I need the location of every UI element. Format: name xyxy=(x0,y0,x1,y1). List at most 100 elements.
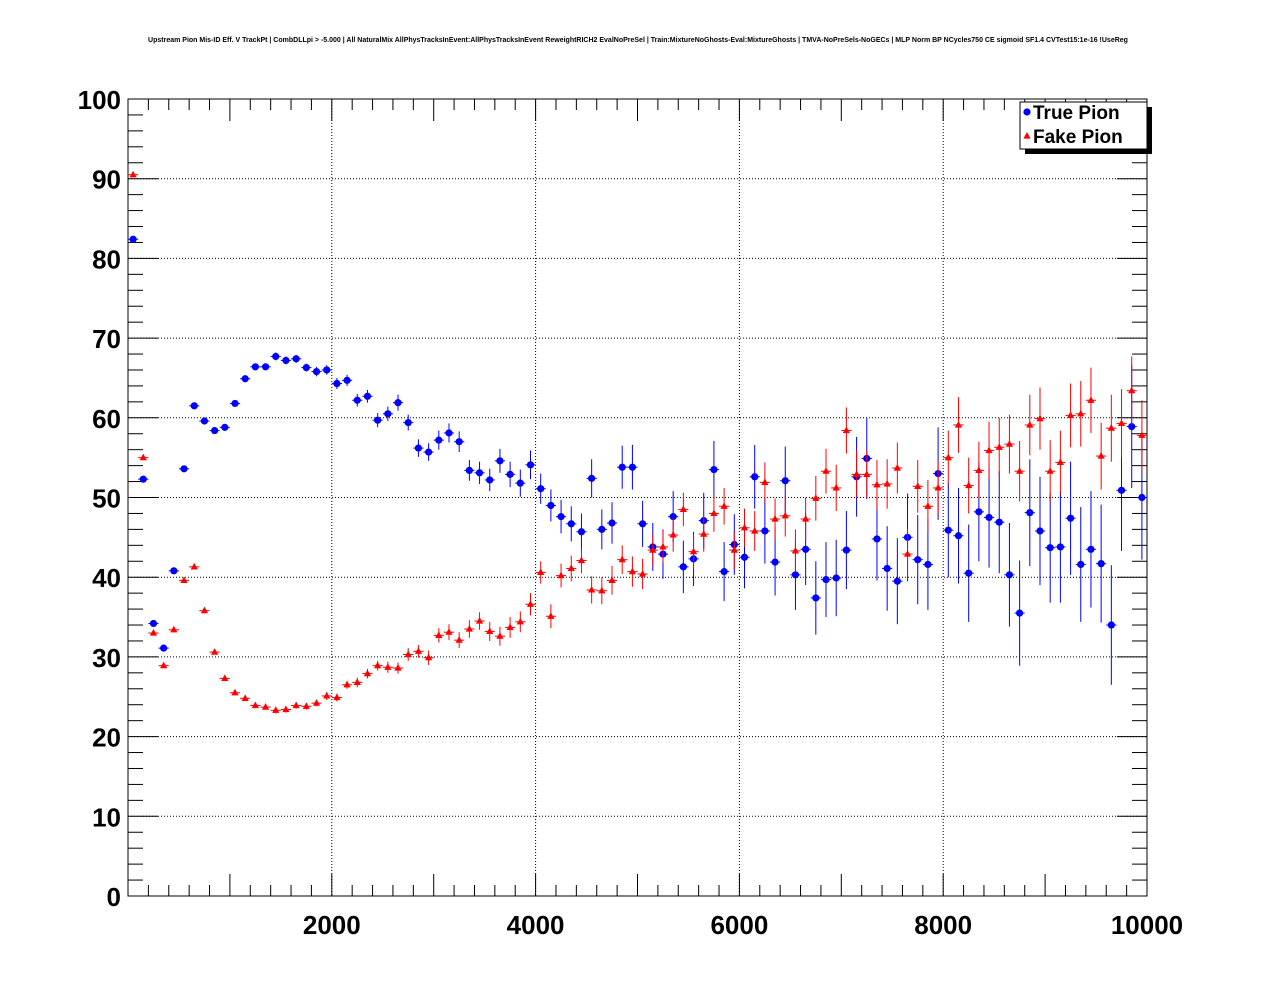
data-point xyxy=(678,492,689,527)
marker-triangle xyxy=(221,674,229,682)
marker-triangle xyxy=(985,446,993,454)
data-point xyxy=(464,460,475,481)
data-point xyxy=(168,625,179,633)
data-point xyxy=(994,471,1005,574)
data-point xyxy=(240,375,251,383)
marker-circle xyxy=(414,444,423,452)
data-point xyxy=(566,555,577,582)
marker-circle xyxy=(588,474,596,482)
marker-circle xyxy=(1097,560,1105,568)
data-point xyxy=(820,448,832,494)
data-point xyxy=(280,356,292,365)
marker-triangle xyxy=(802,515,810,522)
data-point xyxy=(637,500,648,547)
marker-triangle xyxy=(679,505,687,513)
marker-circle xyxy=(924,560,932,569)
marker-circle xyxy=(516,479,524,487)
data-point xyxy=(270,352,281,361)
marker-triangle xyxy=(333,693,341,701)
data-point xyxy=(1096,504,1107,623)
marker-triangle xyxy=(312,699,321,706)
data-point xyxy=(1004,523,1015,627)
marker-circle xyxy=(771,558,779,566)
data-point xyxy=(973,441,984,500)
data-point xyxy=(352,677,363,688)
marker-triangle xyxy=(608,576,616,583)
data-point xyxy=(555,563,567,588)
marker-circle xyxy=(679,563,687,571)
marker-triangle xyxy=(302,702,310,709)
data-point xyxy=(494,448,506,473)
data-point xyxy=(178,465,190,473)
marker-triangle xyxy=(149,628,158,636)
marker-circle xyxy=(1036,527,1044,535)
x-tick-label: 2000 xyxy=(303,910,361,940)
marker-circle xyxy=(475,469,484,477)
marker-triangle xyxy=(842,426,850,434)
data-point xyxy=(749,444,760,509)
marker-circle xyxy=(740,553,749,561)
marker-circle xyxy=(669,513,677,521)
data-point xyxy=(1024,394,1035,456)
data-point xyxy=(739,508,750,547)
marker-circle xyxy=(1056,543,1064,551)
marker-triangle xyxy=(160,661,168,669)
data-point xyxy=(362,668,373,679)
data-point xyxy=(1065,461,1076,575)
marker-triangle xyxy=(751,526,759,534)
data-point xyxy=(637,558,648,590)
marker-circle xyxy=(139,475,147,483)
marker-circle xyxy=(893,577,901,585)
data-point xyxy=(158,644,169,652)
y-tick-label: 10 xyxy=(92,802,121,832)
series-true-pion xyxy=(128,235,1147,685)
marker-triangle xyxy=(374,661,382,669)
data-point xyxy=(494,626,506,646)
data-point xyxy=(586,459,597,498)
marker-circle xyxy=(486,476,494,484)
y-tick-label: 50 xyxy=(92,484,121,514)
data-point xyxy=(617,545,628,575)
data-point xyxy=(168,567,179,575)
data-point xyxy=(341,374,353,386)
marker-circle xyxy=(1107,621,1115,629)
marker-circle xyxy=(567,520,575,528)
marker-circle xyxy=(384,410,392,418)
marker-circle xyxy=(404,418,412,427)
marker-circle xyxy=(170,567,178,575)
data-point xyxy=(871,497,883,581)
marker-triangle xyxy=(1066,411,1075,419)
marker-circle xyxy=(1066,514,1075,522)
legend-entry-fake-pion: Fake Pion xyxy=(1023,127,1123,148)
marker-triangle xyxy=(190,562,198,570)
data-point xyxy=(983,421,995,480)
data-point xyxy=(291,701,302,709)
marker-circle xyxy=(598,525,606,533)
marker-triangle xyxy=(506,623,514,631)
data-point xyxy=(759,498,770,564)
data-point xyxy=(138,453,149,461)
marker-circle xyxy=(720,568,728,576)
marker-circle xyxy=(1117,486,1126,494)
marker-triangle xyxy=(139,453,147,461)
data-point xyxy=(1126,356,1137,425)
marker-circle xyxy=(261,363,270,371)
marker-triangle xyxy=(353,678,361,686)
marker-triangle xyxy=(567,564,575,572)
marker-triangle xyxy=(1036,414,1044,422)
data-point xyxy=(209,426,220,435)
axes: 2000 4000 6000 8000 10000 0 10 20 30 40 50 60 70 80 90… xyxy=(78,85,1184,940)
data-point xyxy=(178,576,190,583)
data-point xyxy=(922,479,934,533)
data-point xyxy=(413,439,424,457)
marker-triangle xyxy=(720,502,728,509)
marker-triangle xyxy=(557,571,565,579)
data-point xyxy=(657,530,669,563)
marker-triangle xyxy=(129,170,137,178)
y-tick-label: 20 xyxy=(92,723,121,753)
marker-circle xyxy=(812,594,820,602)
data-point xyxy=(1096,422,1107,490)
data-point xyxy=(321,691,332,700)
marker-triangle xyxy=(1097,452,1105,459)
data-point xyxy=(943,483,954,578)
